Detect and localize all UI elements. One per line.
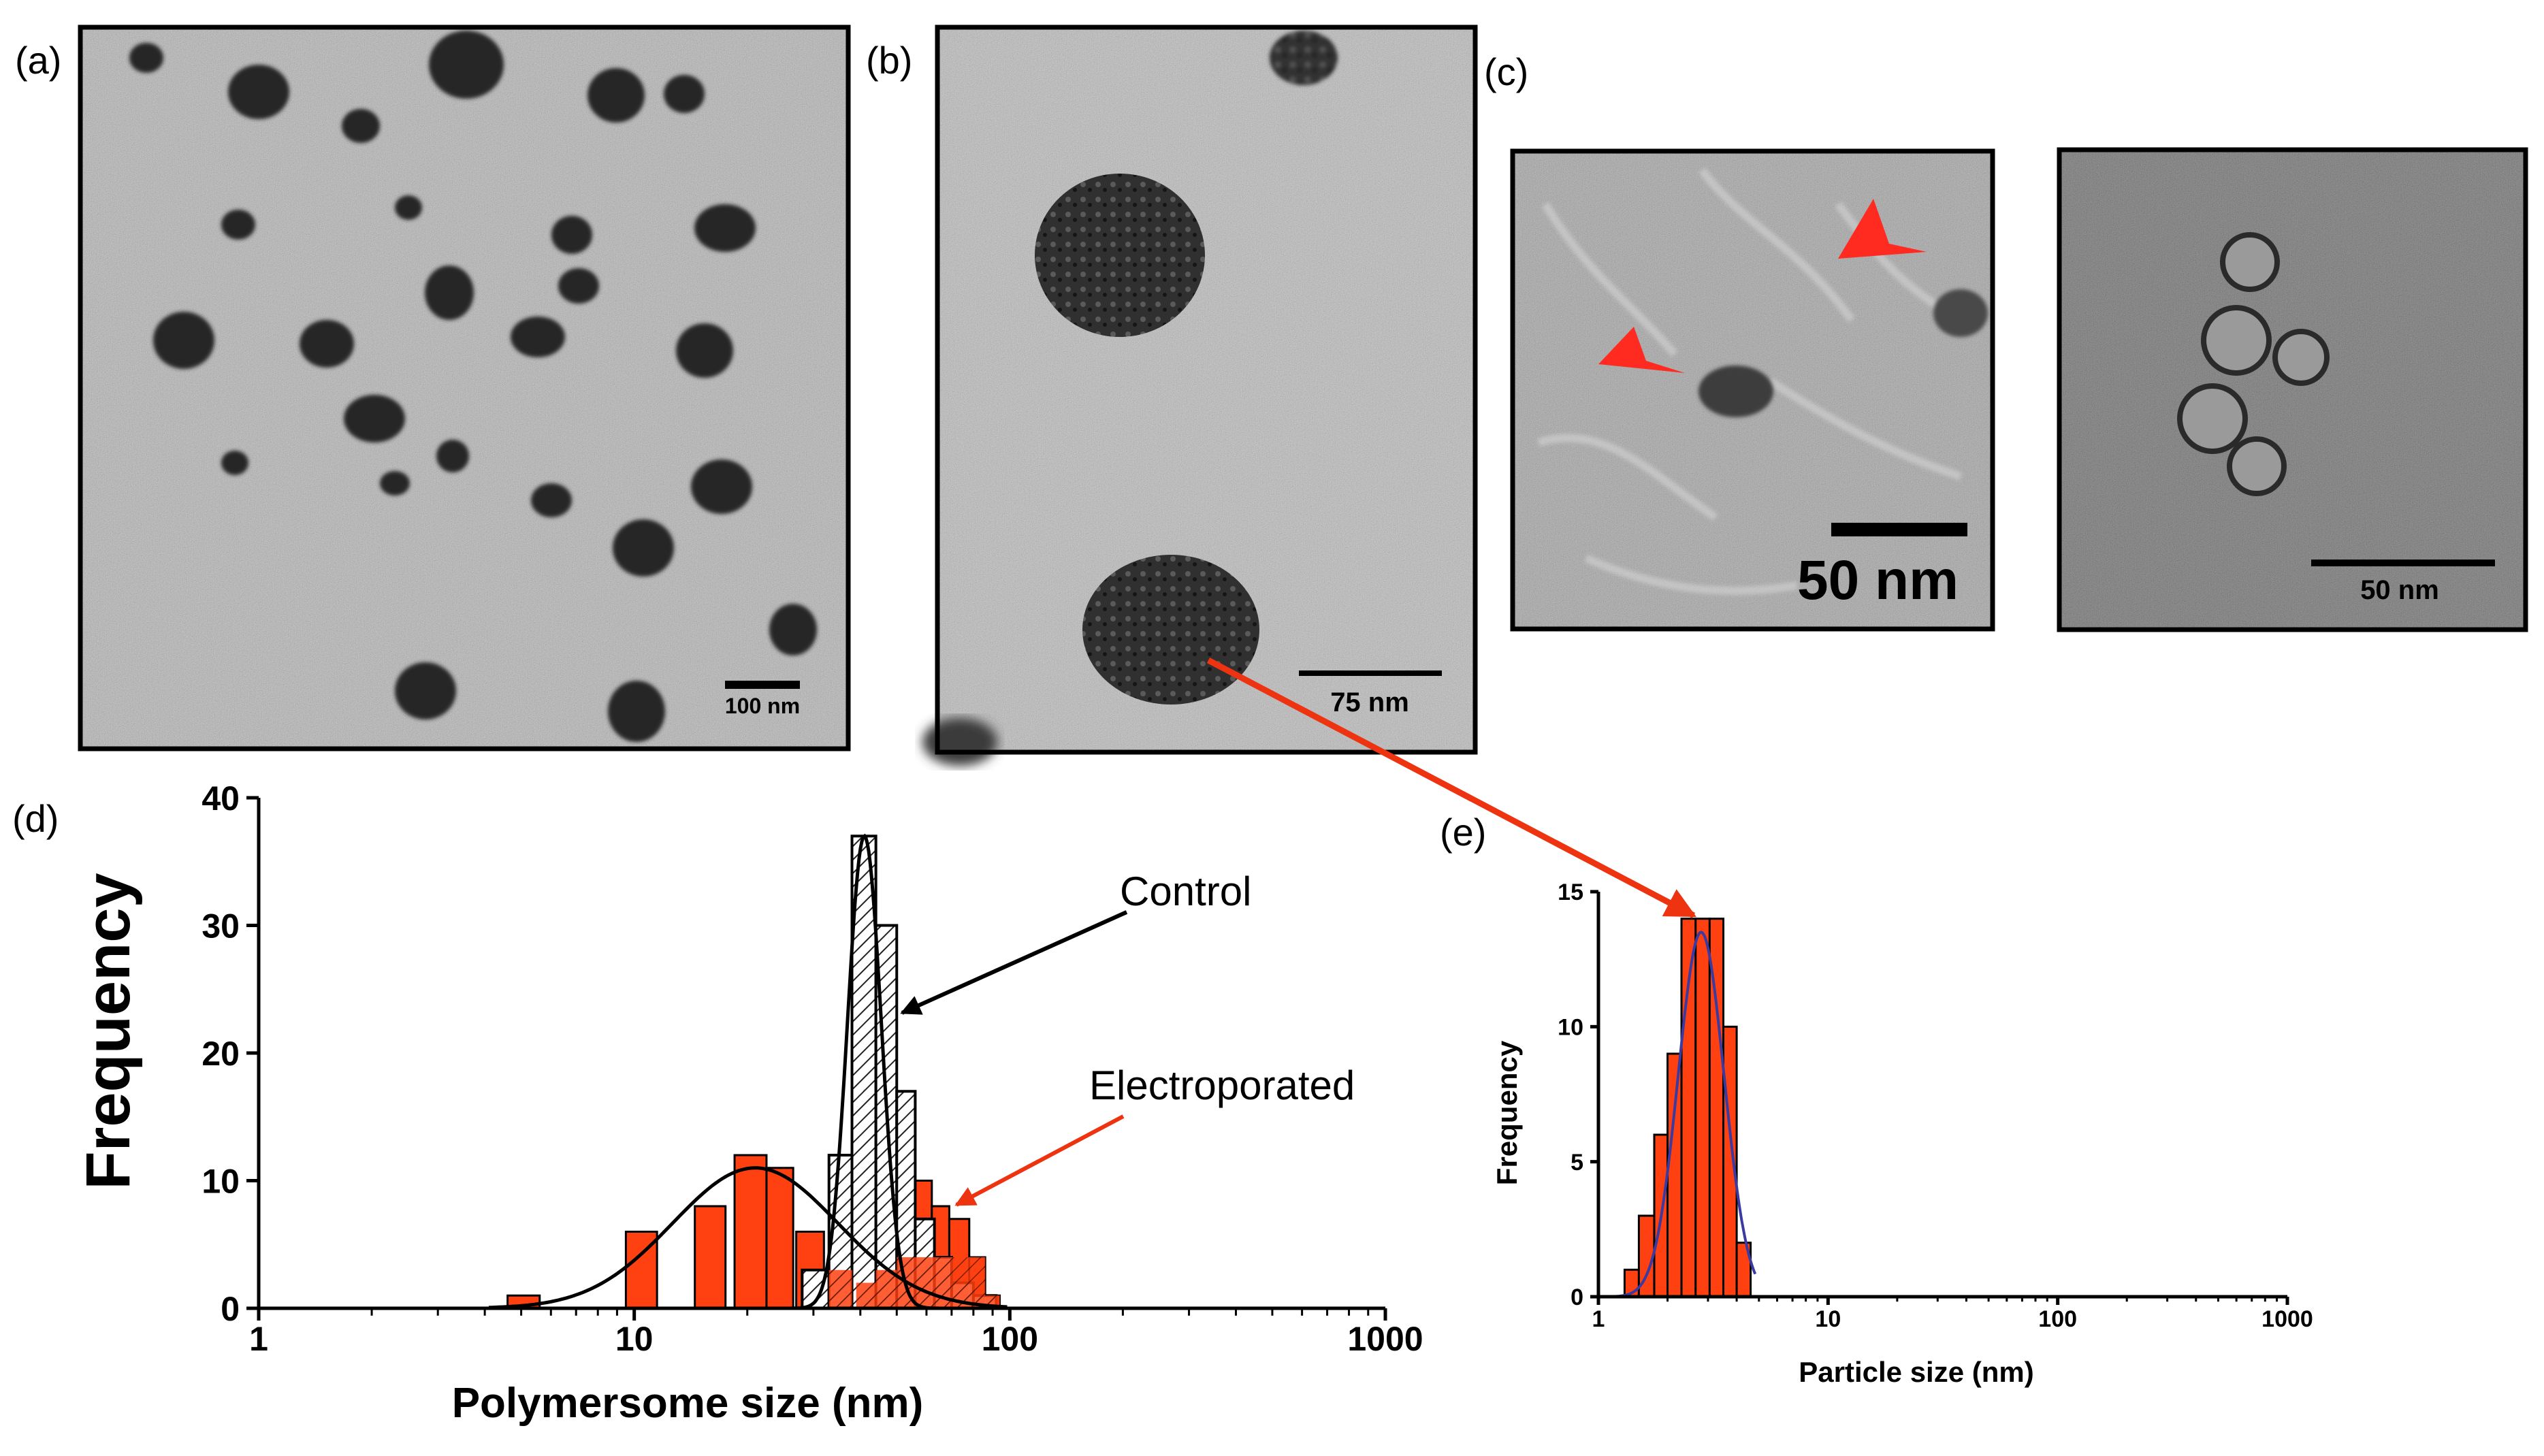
scale-bar-c-left xyxy=(1831,523,1967,536)
micrograph-c-left-texture xyxy=(1537,167,1976,595)
micrograph-c-right: 50 nm xyxy=(2057,147,2528,632)
chart-d-axes xyxy=(246,796,1387,1321)
chart-d-x-tick-label: 100 xyxy=(982,1320,1038,1358)
red-arrowhead-icon xyxy=(1598,327,1685,373)
electroporated-overlap-bar xyxy=(912,1257,932,1308)
electroporated-overlap-bar xyxy=(969,1257,986,1308)
micrograph-c-right-vesicles xyxy=(2177,232,2330,496)
scale-bar-a xyxy=(725,681,800,689)
chart-e-x-axis-title: Particle size (nm) xyxy=(1799,1356,2033,1388)
chart-e-x-tick-label: 1 xyxy=(1592,1306,1605,1332)
micrograph-a-frame xyxy=(78,25,851,751)
panel-b-label: (b) xyxy=(866,39,912,82)
micrograph-a-particles xyxy=(129,31,817,742)
chart-e-y-axis-title: Frequency xyxy=(1491,1040,1523,1185)
micrograph-c-right-frame xyxy=(2057,147,2528,632)
micrograph-c-left-vesicle-2 xyxy=(1933,289,1988,337)
scale-bar-c-left-label: 50 nm xyxy=(1797,549,1959,611)
chart-e-x-tick-label: 100 xyxy=(2038,1306,2077,1332)
chart-e-y-tick-label: 5 xyxy=(1571,1150,1583,1176)
red-arrowhead-icon xyxy=(1838,199,1927,259)
chart-d-x-tick-labels: 1 10 100 1000 xyxy=(249,1320,1423,1358)
micrograph-b-particle-upper xyxy=(1035,174,1205,337)
panel-d-label: (d) xyxy=(12,797,59,840)
micrograph-c-left-frame xyxy=(1510,148,1995,632)
chart-d-y-tick-label: 40 xyxy=(202,779,240,818)
scale-bar-a-label: 100 nm xyxy=(725,694,800,718)
electroporated-overlap-bar xyxy=(828,1269,852,1308)
chart-e: (e) 1 10 100 1000 0 5 10 15 Particle size (nm)… xyxy=(1440,811,2313,1388)
chart-e-axes xyxy=(1590,890,2289,1305)
connector-arrow xyxy=(1206,658,1696,918)
chart-d: (d) 1 10 100 1000 0 10 20 30 40 Polymersome siz… xyxy=(12,779,1423,1427)
electroporated-overlap-bar xyxy=(931,1257,950,1308)
chart-d-bars xyxy=(506,835,1001,1310)
annotation-control-arrow xyxy=(900,910,1128,1015)
chart-d-y-tick-label: 30 xyxy=(202,907,240,945)
micrograph-b-frame xyxy=(935,25,1478,755)
chart-d-y-tick-label: 10 xyxy=(202,1163,240,1201)
chart-e-fit-curve xyxy=(1613,931,1757,1298)
scale-bar-c-right xyxy=(2311,560,2495,566)
scale-bar-b-label: 75 nm xyxy=(1330,687,1409,717)
scale-bar-b xyxy=(1299,670,1442,676)
chart-e-x-tick-label: 1000 xyxy=(2261,1306,2313,1332)
panel-e-label: (e) xyxy=(1440,811,1486,854)
micrograph-b-particle-lower xyxy=(1082,555,1259,705)
electroporated-overlap-bar xyxy=(875,1269,897,1308)
chart-d-x-tick-label: 1 xyxy=(249,1320,268,1358)
annotation-electroporated-arrow xyxy=(954,1114,1125,1207)
panel-c-micrographs: (c) 50 nm xyxy=(1484,50,2528,632)
panel-c-label: (c) xyxy=(1484,50,1528,93)
chart-d-y-tick-label: 0 xyxy=(221,1290,240,1328)
micrograph-b-particle-top xyxy=(1270,31,1338,85)
electroporated-bar xyxy=(694,1205,727,1310)
chart-e-x-tick-label: 10 xyxy=(1815,1306,1841,1332)
chart-e-y-tick-label: 15 xyxy=(1558,879,1583,905)
scale-bar-c-right-label: 50 nm xyxy=(2360,575,2439,605)
chart-e-bars xyxy=(1623,918,1752,1298)
micrograph-c-left: 50 nm xyxy=(1510,148,1995,632)
chart-e-x-tick-labels: 1 10 100 1000 xyxy=(1592,1306,2313,1332)
chart-e-y-tick-label: 0 xyxy=(1571,1284,1583,1310)
particle-size-bar xyxy=(1694,918,1711,1298)
micrograph-c-left-vesicle-1 xyxy=(1698,366,1773,417)
chart-e-y-tick-labels: 0 5 10 15 xyxy=(1558,879,1583,1310)
chart-e-y-tick-label: 10 xyxy=(1558,1015,1583,1041)
electroporated-fit-curve xyxy=(488,1166,1008,1310)
chart-d-x-axis-title: Polymersome size (nm) xyxy=(452,1380,924,1427)
panel-b-micrograph: (b) 75 nm xyxy=(866,25,1478,766)
micrograph-b-particle-corner xyxy=(922,718,997,766)
micrograph-a-grain xyxy=(80,27,848,749)
electroporated-overlap-bar xyxy=(856,1282,876,1308)
chart-d-x-tick-label: 10 xyxy=(615,1320,654,1358)
chart-d-x-tick-label: 1000 xyxy=(1347,1320,1423,1358)
particle-size-fit-curve xyxy=(1613,931,1757,1298)
electroporated-bar xyxy=(733,1154,768,1310)
annotation-electroporated: Electroporated xyxy=(1089,1063,1355,1108)
panel-a-label: (a) xyxy=(15,39,61,82)
annotation-control: Control xyxy=(1120,869,1251,914)
chart-d-y-tick-labels: 0 10 20 30 40 xyxy=(202,779,240,1328)
chart-d-y-tick-label: 20 xyxy=(202,1035,240,1073)
electroporated-bar xyxy=(765,1167,794,1310)
particle-size-bar xyxy=(1667,1052,1683,1298)
chart-d-y-axis-title: Frequency xyxy=(74,873,143,1189)
micrograph-c-right-grain xyxy=(2059,150,2526,630)
panel-a-micrograph: (a) xyxy=(15,25,851,751)
